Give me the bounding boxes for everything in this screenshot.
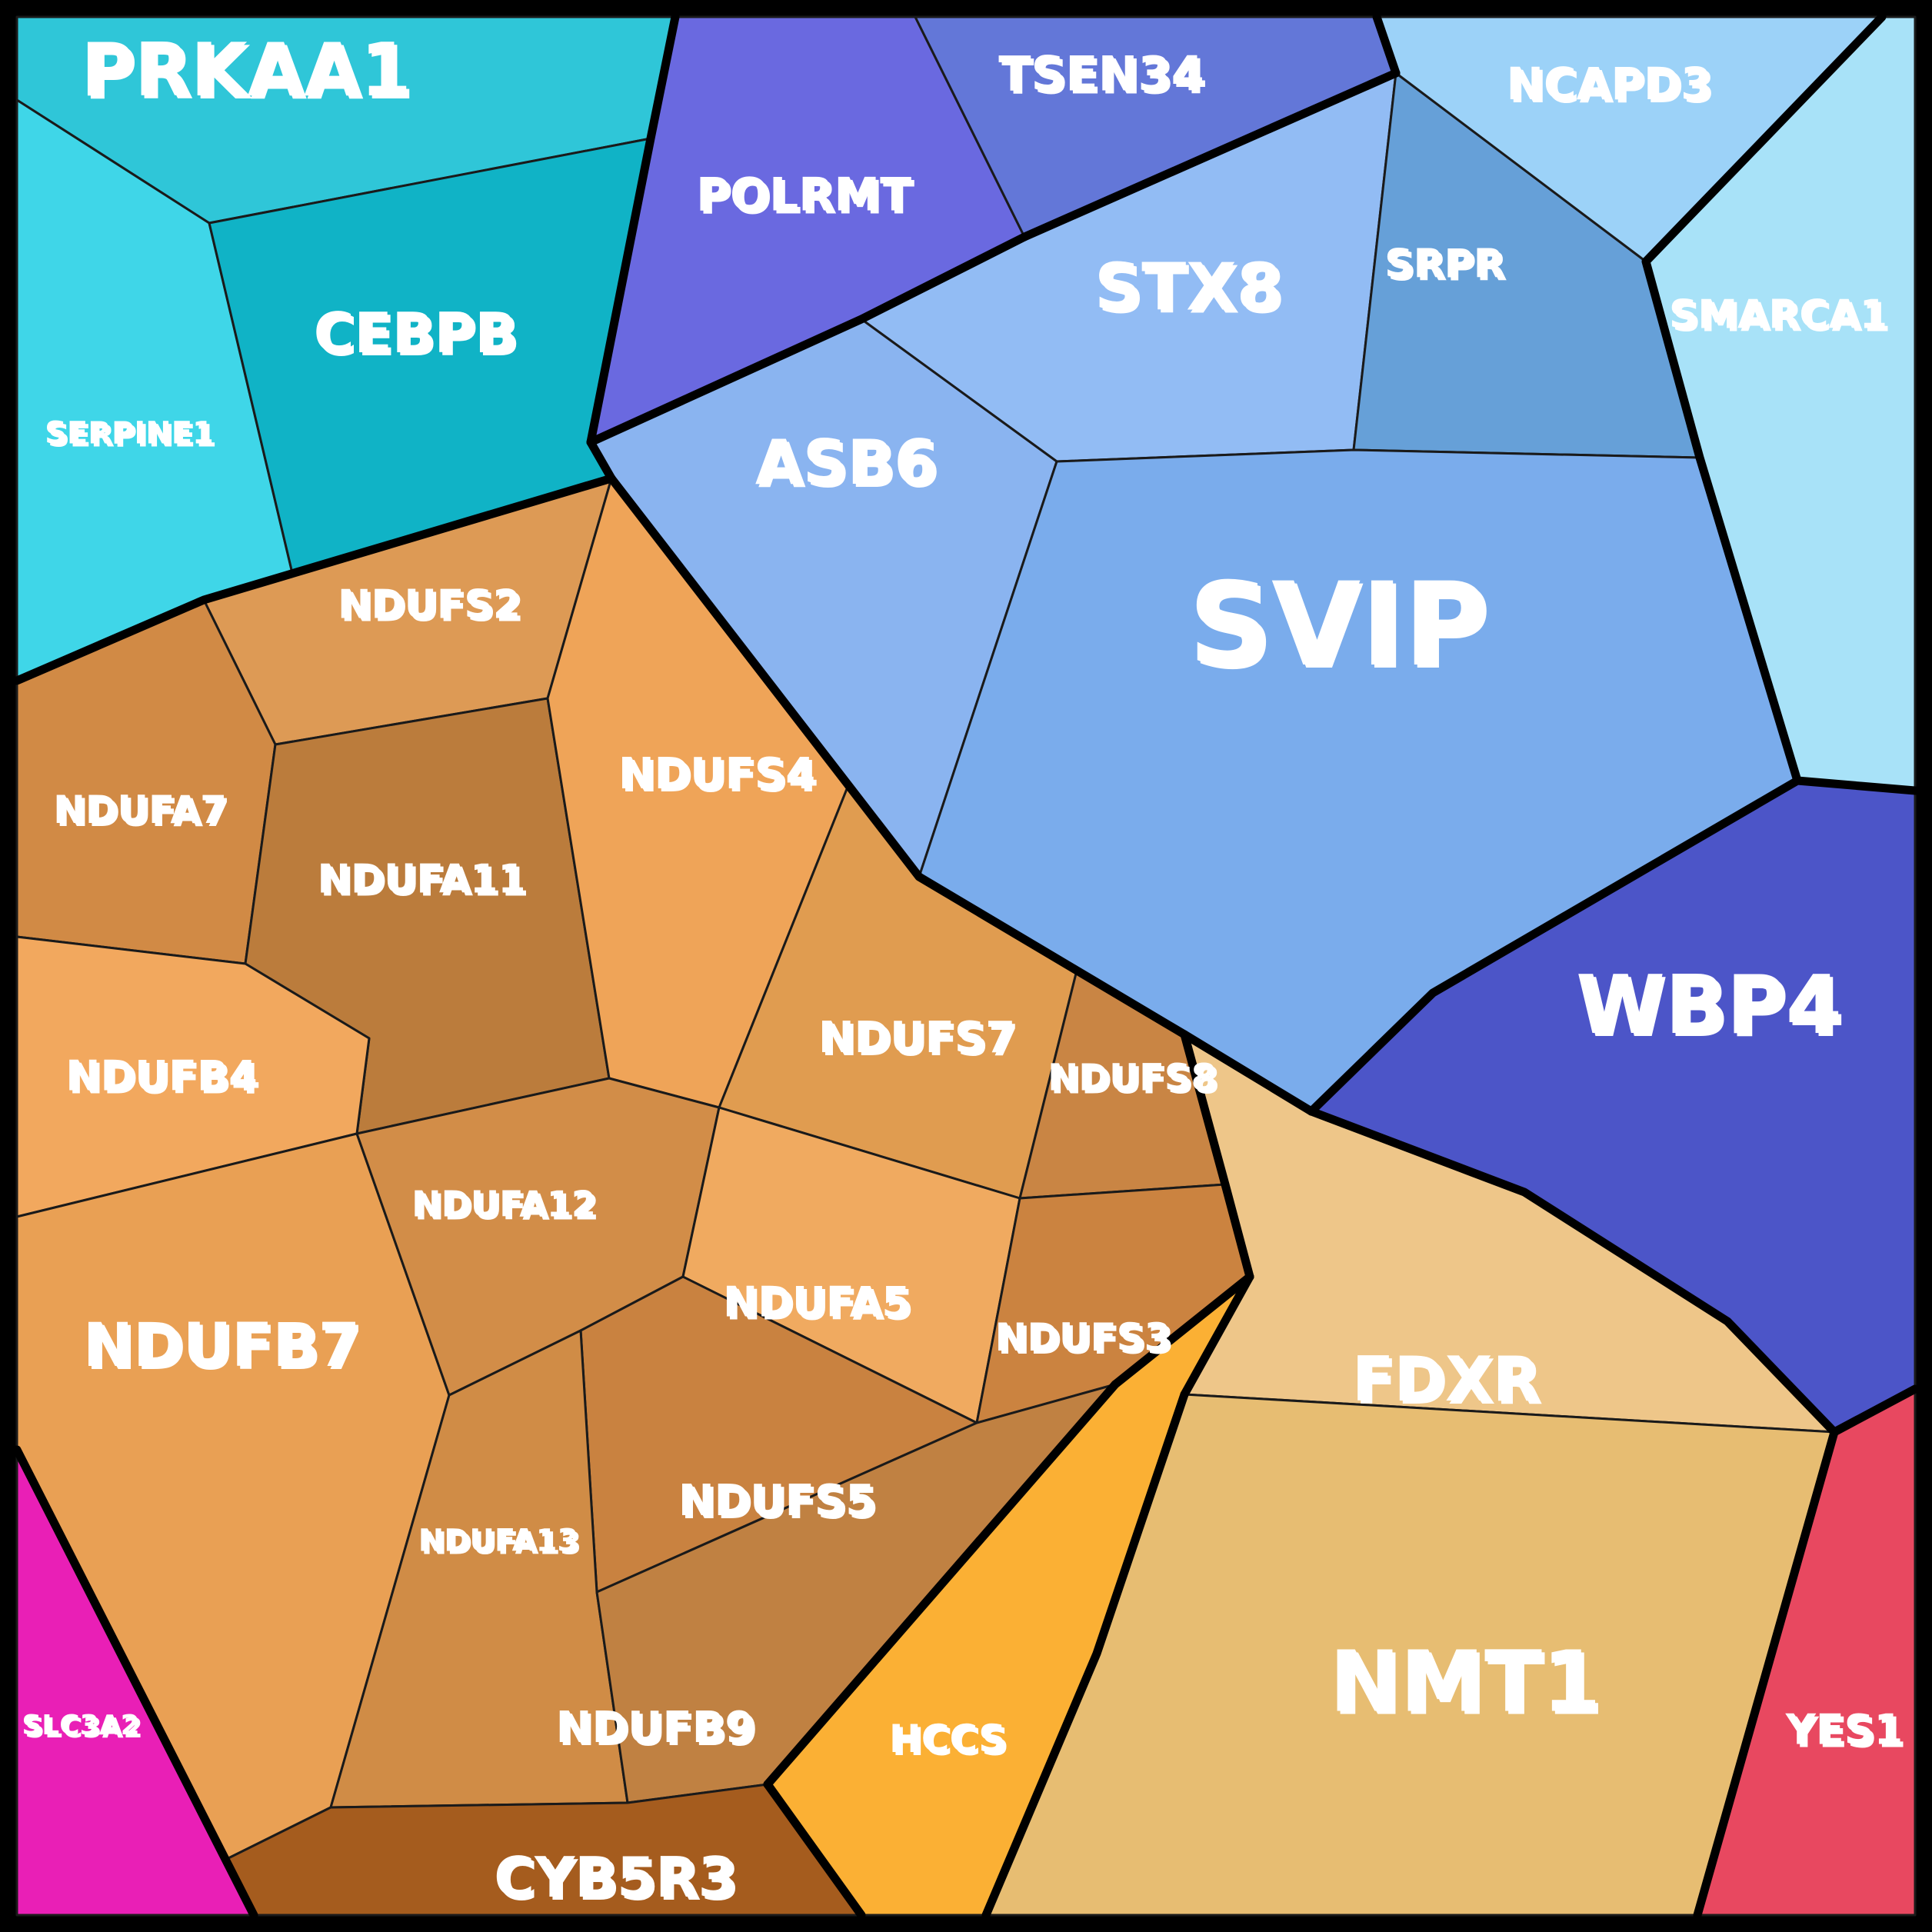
cell-label-WBP4: WBP4 (1576, 958, 1842, 1052)
cell-label-shadow-PRKAA1: PRKAA1 (84, 32, 415, 116)
cell-label-NDUFS2: NDUFS2 (338, 582, 521, 628)
cell-label-shadow-NDUFA7: NDUFA7 (56, 791, 230, 835)
cell-label-NDUFS3: NDUFS3 (995, 1315, 1171, 1360)
cell-label-NDUFA11: NDUFA11 (317, 857, 525, 903)
cell-label-shadow-NDUFA12: NDUFA12 (415, 1187, 599, 1228)
cell-label-NDUFA13: NDUFA13 (418, 1523, 579, 1558)
cell-label-NDUFA12: NDUFA12 (411, 1184, 596, 1225)
group-border-15 (1111, 1272, 1254, 1389)
cell-label-NDUFB7: NDUFB7 (83, 1311, 360, 1381)
cell-label-shadow-NDUFA13: NDUFA13 (421, 1526, 582, 1561)
group-border-1 (586, 438, 616, 483)
cell-label-shadow-NDUFS7: NDUFS7 (821, 1016, 1018, 1066)
group-border-19 (981, 1390, 1189, 1920)
cell-label-FDXR: FDXR (1352, 1344, 1540, 1415)
cell-label-shadow-TSEN34: TSEN34 (1001, 48, 1207, 105)
cell-label-POLRMT: POLRMT (696, 168, 911, 222)
cell-label-shadow-NDUFA5: NDUFA5 (726, 1281, 914, 1329)
group-border-8 (1307, 776, 1802, 1116)
cell-label-shadow-NDUFS3: NDUFS3 (998, 1318, 1174, 1363)
cell-label-shadow-CEBPB: CEBPB (317, 304, 521, 368)
cell-label-shadow-POLRMT: POLRMT (699, 172, 914, 225)
cell-label-shadow-SLC3A2: SLC3A2 (25, 1713, 142, 1744)
cell-label-shadow-NDUFS8: NDUFS8 (1051, 1059, 1220, 1102)
cell-label-NDUFS4: NDUFS4 (618, 749, 815, 799)
cell-label-NMT1: NMT1 (1329, 1633, 1601, 1731)
group-border-3 (586, 232, 1029, 447)
group-border-2 (586, 12, 680, 447)
group-border-9 (607, 474, 1189, 1039)
cell-label-shadow-YES1: YES1 (1788, 1708, 1906, 1757)
group-border-11 (1307, 1107, 1839, 1437)
group-border-10 (1180, 1030, 1316, 1116)
cell-label-NDUFA7: NDUFA7 (53, 788, 227, 832)
cell-label-shadow-SRPR: SRPR (1387, 245, 1507, 291)
group-border-0 (12, 474, 616, 685)
group-border-16 (763, 1380, 1120, 1789)
group-border-17 (763, 1780, 866, 1920)
cell-label-YES1: YES1 (1785, 1705, 1903, 1754)
cell-label-shadow-NDUFS5: NDUFS5 (681, 1479, 878, 1529)
cell-label-shadow-NDUFB9: NDUFB9 (559, 1706, 758, 1756)
cell-label-shadow-ASB6: ASB6 (758, 430, 940, 501)
group-border-20 (12, 1445, 258, 1920)
cell-label-SLC3A2: SLC3A2 (22, 1710, 139, 1741)
group-border-12 (1830, 1384, 1920, 1437)
cell-label-CYB5R3: CYB5R3 (494, 1845, 737, 1910)
cell-label-shadow-NDUFB4: NDUFB4 (68, 1054, 261, 1103)
cell-label-shadow-SMARCA1: SMARCA1 (1672, 295, 1890, 341)
cell-label-SVIP: SVIP (1188, 558, 1488, 692)
group-border-4 (1020, 68, 1401, 242)
cell-label-STX8: STX8 (1094, 250, 1282, 326)
cell-label-NDUFB4: NDUFB4 (65, 1051, 258, 1100)
group-border-18 (1180, 1272, 1254, 1399)
cell-label-shadow-NCAPD3: NCAPD3 (1509, 61, 1714, 113)
cell-label-shadow-CYB5R3: CYB5R3 (497, 1848, 740, 1913)
cell-label-shadow-NDUFA11: NDUFA11 (320, 860, 528, 906)
cell-label-shadow-STX8: STX8 (1098, 253, 1285, 329)
cell-label-shadow-HCCS: HCCS (892, 1720, 1009, 1764)
cell-NDUFB4 (15, 935, 371, 1218)
group-border-5 (1372, 12, 1401, 78)
cell-label-NDUFA5: NDUFA5 (723, 1277, 911, 1326)
group-border-6 (1641, 12, 1887, 785)
cell-label-SRPR: SRPR (1384, 242, 1504, 288)
cell-label-ASB6: ASB6 (755, 427, 937, 498)
cell-label-shadow-NDUFS2: NDUFS2 (341, 585, 524, 631)
cell-label-NCAPD3: NCAPD3 (1506, 58, 1711, 110)
cell-label-shadow-NDUFS4: NDUFS4 (621, 752, 818, 802)
cell-label-shadow-WBP4: WBP4 (1579, 961, 1845, 1055)
cell-label-NDUFS8: NDUFS8 (1048, 1056, 1217, 1099)
cell-label-shadow-NDUFB7: NDUFB7 (86, 1314, 363, 1384)
cell-label-shadow-FDXR: FDXR (1355, 1347, 1543, 1418)
cell-label-shadow-SERPINE1: SERPINE1 (48, 418, 217, 454)
cell-label-HCCS: HCCS (889, 1717, 1006, 1761)
cell-label-shadow-NMT1: NMT1 (1332, 1636, 1604, 1734)
cell-label-NDUFB9: NDUFB9 (556, 1703, 755, 1753)
cell-label-TSEN34: TSEN34 (998, 45, 1204, 102)
cell-label-SERPINE1: SERPINE1 (45, 415, 214, 451)
cell-label-CEBPB: CEBPB (314, 301, 518, 365)
group-border-13 (1693, 1427, 1839, 1920)
cell-label-NDUFS7: NDUFS7 (818, 1013, 1015, 1063)
group-border-7 (1793, 776, 1920, 795)
group-border-14 (1180, 1030, 1254, 1281)
cell-label-SMARCA1: SMARCA1 (1669, 292, 1887, 338)
cell-label-shadow-SVIP: SVIP (1191, 561, 1491, 695)
cell-label-NDUFS5: NDUFS5 (678, 1476, 875, 1526)
cell-label-PRKAA1: PRKAA1 (81, 28, 411, 113)
